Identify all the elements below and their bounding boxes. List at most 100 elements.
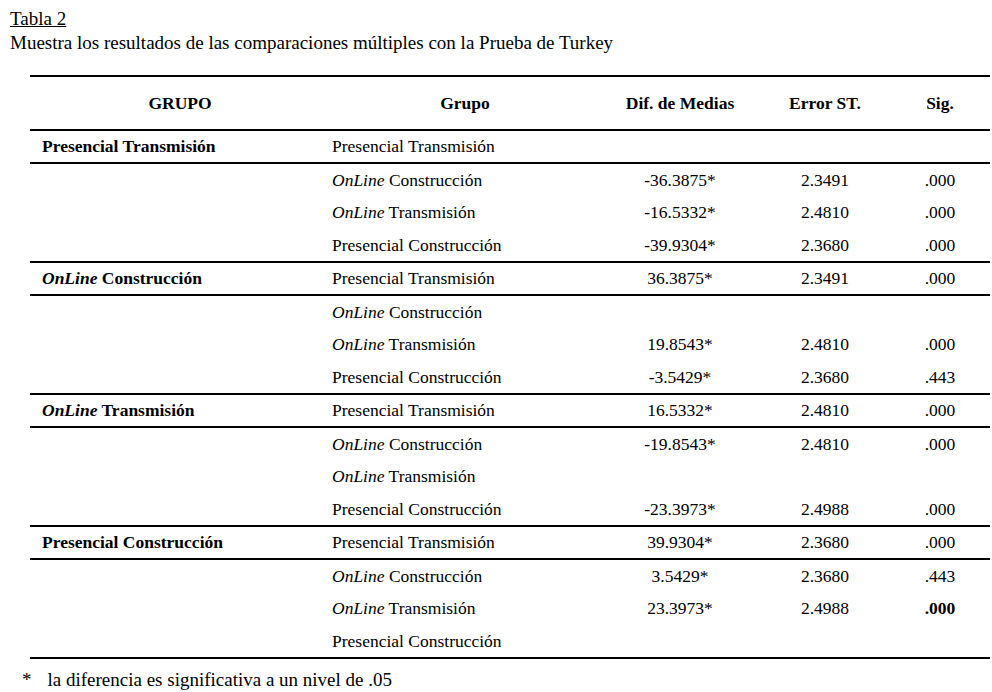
comparison-text: Presencial Transmisión [332,400,495,420]
table-row: OnLine Transmisión 23.3973* 2.4988 .000 [30,592,990,625]
mean-difference-cell: -19.8543* [600,427,760,460]
comparison-group-cell: OnLine Transmisión [330,196,600,229]
table-row: OnLine Construcción -19.8543* 2.4810 .00… [30,427,990,460]
mean-difference-cell: -36.3875* [600,163,760,196]
comparison-text: Transmisión [385,334,476,354]
table-row: OnLine Construcción -36.3875* 2.3491 .00… [30,163,990,196]
std-error-cell [760,295,890,328]
empty-cell [30,295,330,328]
mean-difference-cell: -39.9304* [600,229,760,262]
comparison-text: Construcción [385,566,483,586]
mean-difference-cell: 3.5429* [600,559,760,592]
mean-difference-cell [600,130,760,163]
comparison-group-cell: OnLine Construcción [330,427,600,460]
significance-cell: .443 [890,559,990,592]
group-presencial-construccion: Presencial Construcción Presencial Trans… [30,526,990,658]
comparison-group-cell: OnLine Construcción [330,295,600,328]
mean-difference-cell: -3.5429* [600,361,760,394]
std-error-cell: 2.3680 [760,361,890,394]
comparison-group-cell: Presencial Transmisión [330,394,600,427]
empty-cell [30,229,330,262]
comparison-text: Presencial Transmisión [332,268,495,288]
table-row: OnLine Transmisión -16.5332* 2.4810 .000 [30,196,990,229]
std-error-cell: 2.4810 [760,328,890,361]
comparison-italic: OnLine [332,466,385,486]
significance-cell [890,460,990,493]
significance-cell: .000 [890,229,990,262]
table-row: OnLine Transmisión Presencial Transmisió… [30,394,990,427]
header-grupo: Grupo [330,76,600,130]
comparison-group-cell: Presencial Transmisión [330,262,600,295]
group-name-cell: OnLine Transmisión [30,394,330,427]
table-row: Presencial Construcción -3.5429* 2.3680 … [30,361,990,394]
group-name-italic: OnLine [42,400,97,420]
significance-cell: .000 [890,196,990,229]
comparison-group-cell: Presencial Construcción [330,493,600,526]
comparison-text: Transmisión [385,202,476,222]
empty-cell [30,163,330,196]
table-row: Presencial Construcción Presencial Trans… [30,526,990,559]
group-name-text: Construcción [97,268,202,288]
mean-difference-cell: 16.5332* [600,394,760,427]
comparison-group-cell: OnLine Construcción [330,163,600,196]
significance-cell-bold: .000 [890,592,990,625]
table-row: OnLine Transmisión [30,460,990,493]
empty-cell [30,559,330,592]
std-error-cell: 2.4810 [760,196,890,229]
group-name-text: Presencial Construcción [42,532,223,552]
comparison-italic: OnLine [332,302,385,322]
significance-cell: .000 [890,427,990,460]
footnote: *la diferencia es significativa a un niv… [22,669,992,691]
comparison-group-cell: OnLine Construcción [330,559,600,592]
mean-difference-cell: 23.3973* [600,592,760,625]
group-name-cell: OnLine Construcción [30,262,330,295]
comparison-text: Transmisión [385,466,476,486]
group-online-construccion: OnLine Construcción Presencial Transmisi… [30,262,990,394]
significance-cell: .000 [890,526,990,559]
comparison-italic: OnLine [332,434,385,454]
mean-difference-cell [600,295,760,328]
table-row: OnLine Transmisión 19.8543* 2.4810 .000 [30,328,990,361]
std-error-cell: 2.3680 [760,229,890,262]
std-error-cell: 2.3491 [760,163,890,196]
comparison-text: Transmisión [385,598,476,618]
comparison-text: Construcción [385,434,483,454]
table-caption: Muestra los resultados de las comparacio… [10,31,992,54]
comparison-text: Presencial Transmisión [332,532,495,552]
group-name-cell: Presencial Transmisión [30,130,330,163]
comparison-text: Presencial Construcción [332,367,502,387]
footnote-text: la diferencia es significativa a un nive… [48,669,393,690]
std-error-cell: 2.3491 [760,262,890,295]
comparison-text: Construcción [385,170,483,190]
std-error-cell: 2.3680 [760,559,890,592]
comparison-group-cell: Presencial Construcción [330,229,600,262]
std-error-cell: 2.4988 [760,592,890,625]
table-row: Presencial Construcción -39.9304* 2.3680… [30,229,990,262]
significance-cell: .000 [890,394,990,427]
std-error-cell: 2.4810 [760,427,890,460]
mean-difference-cell: 19.8543* [600,328,760,361]
significance-cell [890,625,990,658]
std-error-cell: 2.3680 [760,526,890,559]
mean-difference-cell: -16.5332* [600,196,760,229]
comparison-group-cell: Presencial Construcción [330,361,600,394]
comparison-text: Construcción [385,302,483,322]
mean-difference-cell: 39.9304* [600,526,760,559]
significance-cell: .000 [890,262,990,295]
table-row: Presencial Construcción [30,625,990,658]
comparison-group-cell: OnLine Transmisión [330,592,600,625]
comparison-group-cell: Presencial Transmisión [330,130,600,163]
comparison-italic: OnLine [332,566,385,586]
comparison-text: Presencial Construcción [332,235,502,255]
significance-cell: .000 [890,493,990,526]
group-name-italic: OnLine [42,268,97,288]
group-name-text: Transmisión [97,400,194,420]
comparison-text: Presencial Construcción [332,631,502,651]
empty-cell [30,196,330,229]
significance-cell [890,130,990,163]
std-error-cell [760,625,890,658]
significance-cell: .000 [890,328,990,361]
table-row: OnLine Construcción 3.5429* 2.3680 .443 [30,559,990,592]
empty-cell [30,493,330,526]
significance-cell: .000 [890,163,990,196]
